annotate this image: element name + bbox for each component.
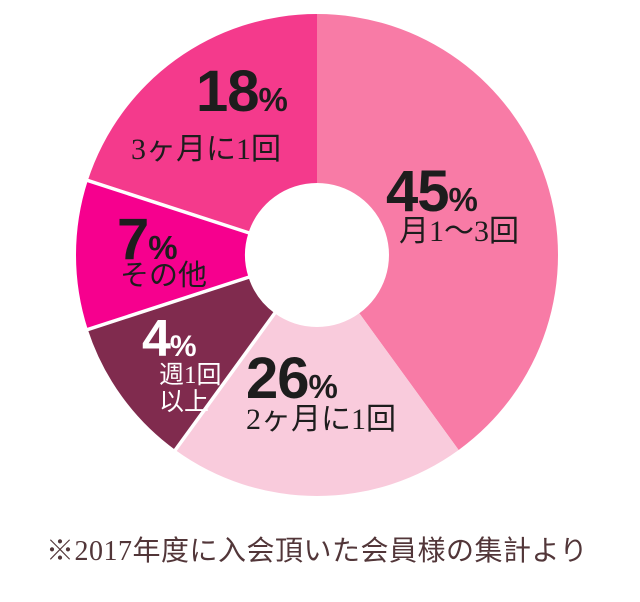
pie-segment-other: [76, 180, 249, 330]
pie-segment-once-per-2-months: [175, 313, 459, 496]
percent-sign: %: [169, 330, 197, 363]
segment-once-per-2-months-number: 26: [246, 346, 310, 411]
segment-separator: [86, 274, 251, 332]
segment-monthly-1-3-label: 月1〜3回: [399, 215, 519, 248]
segment-once-per-3-months-label: 3ヶ月に1回: [131, 133, 281, 166]
segment-monthly-1-3-number: 45: [386, 159, 450, 224]
segment-other-number: 7: [117, 207, 149, 272]
segment-once-per-2-months-value: 26%: [246, 350, 338, 408]
segment-once-per-3-months-value: 18%: [196, 63, 288, 121]
percent-sign: %: [148, 229, 178, 266]
segment-weekly-or-more-number: 4: [142, 310, 171, 368]
footnote: ※2017年度に入会頂いた会員様の集計より: [46, 536, 588, 567]
segment-weekly-or-more-label-line1: 週1回: [159, 362, 222, 389]
segment-monthly-1-3-value: 45%: [386, 163, 478, 221]
segment-other-value: 7%: [117, 211, 178, 269]
percent-sign: %: [258, 81, 288, 118]
segment-weekly-or-more-label-line2: 以上: [159, 389, 210, 416]
segment-once-per-3-months-number: 18: [196, 59, 260, 124]
segment-weekly-or-more-value: 4%: [142, 313, 197, 365]
pie-segment-weekly-or-more: [87, 277, 275, 450]
segment-separator: [86, 178, 251, 236]
segment-separator: [173, 310, 278, 452]
percent-sign: %: [448, 181, 478, 218]
segment-once-per-2-months-label: 2ヶ月に1回: [246, 403, 396, 436]
pie-segment-monthly-1-3: [317, 14, 558, 450]
percent-sign: %: [308, 368, 338, 405]
pie-segment-once-per-3-months: [87, 14, 317, 233]
segment-other-label: その他: [120, 260, 208, 292]
